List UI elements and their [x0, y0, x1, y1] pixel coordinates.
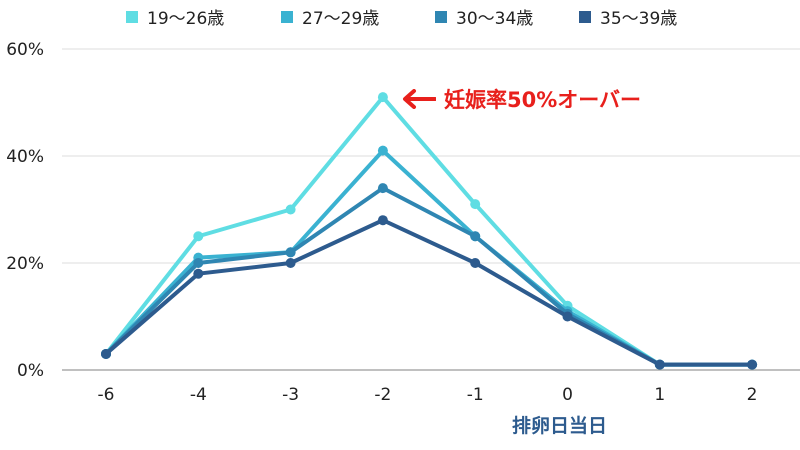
y-tick-label: 20%	[6, 254, 44, 274]
data-point	[193, 231, 204, 242]
data-point	[285, 204, 296, 215]
series-1	[101, 92, 758, 370]
legend-label-1: 19〜26歳	[147, 9, 225, 29]
x-tick-label: -6	[98, 385, 115, 405]
legend-item-1[interactable]: 19〜26歳	[126, 4, 224, 29]
y-tick-label: 40%	[6, 147, 44, 167]
x-axis-ticks: -6 -4 -3 -2 -1 0 1 2	[98, 385, 758, 405]
data-point	[377, 183, 388, 194]
legend-item-2[interactable]: 27〜29歳	[281, 4, 379, 29]
x-tick-label: 2	[747, 385, 758, 405]
peak-annotation: 妊娠率50%オーバー	[402, 84, 641, 114]
data-point	[562, 311, 573, 322]
y-tick-label: 60%	[6, 40, 44, 60]
series-4	[101, 215, 758, 370]
legend-label-2: 27〜29歳	[302, 9, 380, 29]
legend-swatch-4	[579, 10, 591, 23]
data-point	[747, 359, 758, 370]
data-point	[377, 92, 388, 103]
data-point	[193, 268, 204, 279]
series-line	[104, 218, 755, 367]
legend-item-3[interactable]: 30〜34歳	[435, 4, 533, 29]
series-lines	[101, 92, 758, 370]
data-point	[470, 258, 481, 268]
data-point	[285, 247, 296, 258]
data-point	[101, 348, 111, 359]
grid-lines	[62, 48, 800, 371]
x-tick-label: -4	[190, 385, 207, 405]
data-point	[285, 258, 296, 268]
data-point	[377, 145, 388, 156]
x-tick-label: -3	[282, 385, 299, 405]
series-2	[101, 145, 758, 370]
x-tick-label: 1	[654, 385, 665, 405]
y-axis-ticks: 0% 20% 40% 60%	[6, 40, 44, 381]
x-tick-label: -2	[374, 385, 391, 405]
x-tick-label: -1	[467, 385, 484, 405]
series-line	[104, 95, 755, 367]
data-point	[377, 215, 388, 226]
chart-legend: 19〜26歳 27〜29歳 30〜34歳 35〜39歳	[0, 2, 800, 29]
data-point	[193, 258, 204, 268]
legend-label-4: 35〜39歳	[600, 9, 678, 29]
legend-swatch-2	[281, 10, 293, 23]
legend-swatch-1	[126, 10, 138, 23]
x-axis-label: 排卵日当日	[512, 415, 608, 437]
legend-item-4[interactable]: 35〜39歳	[579, 4, 677, 29]
annotation-text: 妊娠率50%オーバー	[444, 88, 642, 112]
y-tick-label: 0%	[17, 361, 44, 381]
series-line	[104, 186, 755, 367]
arrow-left-icon	[403, 89, 436, 109]
x-tick-label: 0	[562, 385, 573, 405]
legend-label-3: 30〜34歳	[456, 9, 534, 29]
data-point	[654, 359, 665, 370]
data-point	[470, 231, 481, 242]
legend-swatch-3	[435, 10, 447, 23]
data-point	[470, 199, 481, 210]
